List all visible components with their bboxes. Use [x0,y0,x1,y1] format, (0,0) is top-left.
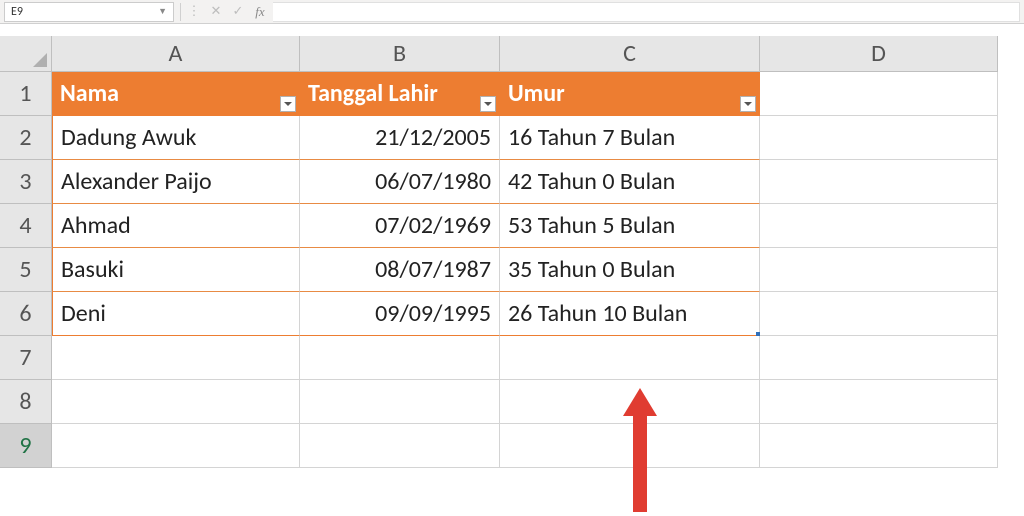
cell-C7[interactable] [500,336,760,380]
row-header-1[interactable]: 1 [0,72,52,116]
cell-A2[interactable]: Dadung Awuk [52,116,300,160]
row-header-8[interactable]: 8 [0,380,52,424]
cell-C8[interactable] [500,380,760,424]
cell-C5[interactable]: 35 Tahun 0 Bulan [500,248,760,292]
cell-C9[interactable] [500,424,760,468]
cell-A7[interactable] [52,336,300,380]
fx-icon[interactable]: fx [249,2,271,22]
cell-D8[interactable] [760,380,998,424]
cell-C4[interactable]: 53 Tahun 5 Bulan [500,204,760,248]
name-box-value: E9 [11,5,23,19]
cell-A4[interactable]: Ahmad [52,204,300,248]
cell-A6[interactable]: Deni [52,292,300,336]
separator [180,3,181,21]
cell-C3[interactable]: 42 Tahun 0 Bulan [500,160,760,204]
cancel-icon[interactable]: ✕ [205,2,227,22]
cell-B4[interactable]: 07/02/1969 [300,204,500,248]
cell-B5[interactable]: 08/07/1987 [300,248,500,292]
cell-D5[interactable] [760,248,998,292]
enter-icon[interactable]: ✓ [227,2,249,22]
cell-A1[interactable]: Nama [52,72,300,116]
cell-D2[interactable] [760,116,998,160]
cell-B1[interactable]: Tanggal Lahir [300,72,500,116]
spreadsheet-grid[interactable]: ABCD 1NamaTanggal LahirUmur 2Dadung Awuk21… [0,36,1024,468]
cell-B2[interactable]: 21/12/2005 [300,116,500,160]
formula-bar: E9 ▼ ⋮ ✕ ✓ fx [0,0,1024,24]
cell-C6[interactable]: 26 Tahun 10 Bulan [500,292,760,336]
filter-button-nama[interactable] [280,96,296,112]
column-header-C[interactable]: C [500,36,760,72]
row-header-9[interactable]: 9 [0,424,52,468]
row-header-5[interactable]: 5 [0,248,52,292]
cell-A9[interactable] [52,424,300,468]
cell-D9[interactable] [760,424,998,468]
cell-D4[interactable] [760,204,998,248]
filter-button-umur[interactable] [740,96,756,112]
cell-D6[interactable] [760,292,998,336]
column-header-A[interactable]: A [52,36,300,72]
name-box-dropdown-icon[interactable]: ▼ [158,6,167,17]
cell-B6[interactable]: 09/09/1995 [300,292,500,336]
row-header-3[interactable]: 3 [0,160,52,204]
column-header-B[interactable]: B [300,36,500,72]
row-header-6[interactable]: 6 [0,292,52,336]
cell-B8[interactable] [300,380,500,424]
row-header-7[interactable]: 7 [0,336,52,380]
cell-B7[interactable] [300,336,500,380]
row-header-2[interactable]: 2 [0,116,52,160]
cell-B3[interactable]: 06/07/1980 [300,160,500,204]
cell-D1[interactable] [760,72,998,116]
row-header-4[interactable]: 4 [0,204,52,248]
column-header-D[interactable]: D [760,36,998,72]
cell-D3[interactable] [760,160,998,204]
formula-input[interactable] [273,2,1020,22]
filter-button-tgl[interactable] [480,96,496,112]
select-all-corner[interactable] [0,36,52,72]
cell-C2[interactable]: 16 Tahun 7 Bulan [500,116,760,160]
cell-D7[interactable] [760,336,998,380]
grip-icon: ⋮ [183,2,205,22]
cell-A3[interactable]: Alexander Paijo [52,160,300,204]
cell-B9[interactable] [300,424,500,468]
spacer [0,24,1024,36]
cell-A5[interactable]: Basuki [52,248,300,292]
cell-C1[interactable]: Umur [500,72,760,116]
name-box[interactable]: E9 ▼ [4,2,174,22]
cell-A8[interactable] [52,380,300,424]
